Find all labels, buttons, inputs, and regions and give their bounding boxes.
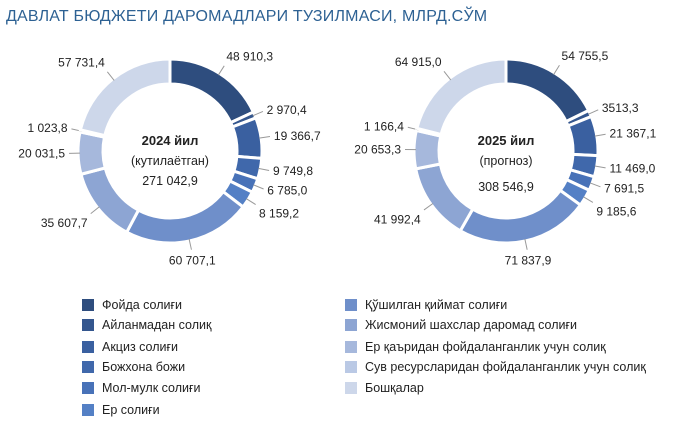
legend-item: Қўшилган қиймат солиғи xyxy=(345,298,507,312)
legend-label: Сув ресурсларидан фойдаланганлик учун со… xyxy=(365,360,646,374)
legend-item: Божхона божи xyxy=(82,360,185,374)
legend-label: Бошқалар xyxy=(365,381,424,395)
leader-line xyxy=(524,238,528,250)
donut-slice xyxy=(413,162,475,233)
leader-line xyxy=(259,136,271,139)
leader-line xyxy=(106,71,115,81)
leader-line xyxy=(252,110,264,117)
legend-swatch xyxy=(82,404,94,416)
leader-line xyxy=(594,165,606,169)
leader-line xyxy=(589,182,601,188)
legend-item: Фойда солиғи xyxy=(82,298,182,312)
legend-swatch xyxy=(82,299,94,311)
legend-swatch xyxy=(82,319,94,331)
legend-label: Қўшилган қиймат солиғи xyxy=(365,298,508,312)
donut-0: 48 910,3 2 970,4 19 366,7 9 749,8 6 785,0 8 1… xyxy=(18,49,321,267)
donut-slice xyxy=(79,166,141,235)
legend-label: Мол-мулк солиғи xyxy=(102,381,201,395)
center-total: 271 042,9 xyxy=(142,174,198,188)
data-label: 6 785,0 xyxy=(267,183,307,197)
donut-slice xyxy=(78,57,172,138)
legend-label: Айланмадан солиқ xyxy=(102,318,212,332)
legend-swatch xyxy=(345,361,357,373)
donut-slice xyxy=(76,130,108,177)
legend-item: Жисмоний шахслар даромад солиғи xyxy=(345,318,577,332)
data-label: 11 469,0 xyxy=(610,162,656,176)
center-subtitle: (прогноз) xyxy=(479,154,532,168)
donut-slice xyxy=(504,57,591,124)
data-label: 1 023,8 xyxy=(27,121,67,135)
data-label: 9 185,6 xyxy=(596,204,636,218)
donut-slice xyxy=(124,189,246,245)
data-label: 7 691,5 xyxy=(604,181,644,195)
leader-line xyxy=(553,65,560,75)
data-label: 54 755,5 xyxy=(562,49,609,63)
legend-label: Акциз солиғи xyxy=(102,340,179,354)
data-label: 21 367,1 xyxy=(610,127,657,141)
data-label: 35 607,7 xyxy=(41,216,88,230)
legend-label: Ер қаъридан фойдаланганлик учун солиқ xyxy=(365,340,606,354)
legend-item: Мол-мулк солиғи xyxy=(82,381,201,395)
center-subtitle: (кутилаётган) xyxy=(131,154,209,168)
leader-line xyxy=(583,196,594,203)
center-title: 2025 йил xyxy=(478,133,535,148)
leader-line xyxy=(246,198,256,205)
legend-label: Фойда солиғи xyxy=(102,298,183,312)
legend-item: Айланмадан солиқ xyxy=(82,318,211,332)
data-label: 2 970,4 xyxy=(267,103,307,117)
leader-line xyxy=(443,70,452,81)
legend-label: Жисмоний шахслар даромад солиғи xyxy=(365,318,578,332)
legend-item: Ер қаъридан фойдаланганлик учун солиқ xyxy=(345,340,606,354)
legend-swatch xyxy=(82,361,94,373)
donut-slice xyxy=(458,188,583,245)
center-total: 308 546,9 xyxy=(478,180,534,194)
data-label: 57 731,4 xyxy=(58,56,105,70)
data-label: 20 653,3 xyxy=(354,142,401,156)
legend-item: Сув ресурсларидан фойдаланганлик учун со… xyxy=(345,360,646,374)
legend-swatch xyxy=(82,382,94,394)
leader-line xyxy=(90,206,100,214)
data-label: 48 910,3 xyxy=(226,49,273,63)
legend-label: Ер солиғи xyxy=(102,403,160,417)
leader-line xyxy=(253,184,264,190)
data-label: 64 915,0 xyxy=(395,55,442,69)
legend-swatch xyxy=(345,382,357,394)
legend-swatch xyxy=(345,299,357,311)
legend-label: Божхона божи xyxy=(102,360,186,374)
legend-swatch xyxy=(82,341,94,353)
chart-title: ДАВЛАТ БЮДЖЕТИ ДАРОМАДЛАРИ ТУЗИЛМАСИ, МЛ… xyxy=(6,8,488,25)
legend-item: Бошқалар xyxy=(345,381,424,395)
donut-1: 54 755,5 3513,3 21 367,1 11 469,0 7 691,5 9 1… xyxy=(354,49,656,268)
data-label: 20 031,5 xyxy=(18,146,65,160)
data-label: 1 166,4 xyxy=(364,119,404,133)
center-title: 2024 йил xyxy=(142,133,199,148)
data-label: 9 749,8 xyxy=(273,164,313,178)
leader-line xyxy=(423,203,434,211)
legend-item: Акциз солиғи xyxy=(82,340,178,354)
legend-swatch xyxy=(345,341,357,353)
leader-line xyxy=(594,133,606,137)
data-label: 19 366,7 xyxy=(274,129,321,143)
leader-line xyxy=(217,65,225,76)
leader-line xyxy=(587,109,599,115)
leader-line xyxy=(258,167,270,171)
data-label: 71 837,9 xyxy=(505,254,552,268)
legend-swatch xyxy=(345,319,357,331)
donut-slice xyxy=(168,57,256,125)
data-label: 8 159,2 xyxy=(259,207,299,221)
donut-slice xyxy=(230,115,264,161)
data-label: 3513,3 xyxy=(602,101,639,115)
data-label: 60 707,1 xyxy=(169,254,216,268)
donut-slice xyxy=(415,57,508,137)
leader-line xyxy=(188,238,192,250)
data-label: 41 992,4 xyxy=(374,212,421,226)
legend-item: Ер солиғи xyxy=(82,403,160,417)
